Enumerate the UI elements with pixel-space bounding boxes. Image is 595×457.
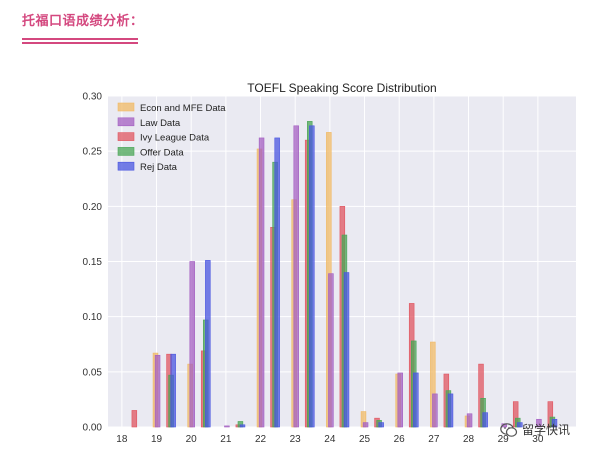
chart-title: TOEFL Speaking Score Distribution [247, 81, 436, 95]
bar [131, 410, 138, 428]
y-tick-label: 0.30 [83, 92, 103, 103]
bar [224, 425, 230, 428]
y-tick-label: 0.10 [83, 312, 103, 323]
x-tick-label: 22 [255, 434, 267, 445]
y-tick-label: 0.20 [83, 202, 103, 213]
legend: Econ and MFE Data Law Data Ivy League Data… [117, 102, 226, 173]
x-tick-label: 26 [394, 434, 406, 445]
bar [205, 260, 211, 428]
bar [154, 354, 161, 428]
bar [466, 413, 473, 428]
legend-swatch [117, 117, 135, 127]
bar [343, 272, 350, 428]
x-tick-label: 25 [359, 434, 371, 445]
legend-label: Offer Data [140, 147, 184, 158]
legend-swatch [117, 147, 135, 156]
x-tick-label: 23 [290, 434, 302, 445]
bars [131, 121, 558, 428]
x-tick-label: 20 [186, 434, 198, 445]
bar [258, 137, 265, 428]
bar [378, 422, 384, 428]
bar [397, 372, 403, 428]
y-tick-label: 0.00 [83, 423, 103, 434]
bar [482, 412, 488, 428]
y-tick-label: 0.25 [83, 147, 103, 158]
legend-swatch [117, 161, 135, 171]
x-tick-label: 21 [220, 434, 232, 445]
wechat-icon [500, 422, 518, 437]
x-tick-label: 19 [151, 434, 163, 445]
bar [447, 393, 454, 428]
bar [413, 372, 419, 428]
title-underline-bottom [22, 42, 138, 44]
axes: 0.00 0.05 0.10 0.15 0.20 0.25 0.30 18 19 20 21 22 23… [83, 92, 544, 446]
x-tick-label: 27 [428, 434, 440, 445]
bar [517, 422, 523, 428]
bar [536, 418, 542, 428]
legend-label: Econ and MFE Data [140, 103, 226, 114]
title-underline-top [22, 38, 138, 40]
x-tick-label: 29 [498, 434, 510, 445]
bar [362, 422, 369, 428]
bar [274, 137, 280, 428]
x-tick-label: 28 [463, 434, 475, 445]
bar [293, 125, 299, 428]
bar [189, 261, 195, 428]
x-tick-label: 24 [324, 434, 336, 445]
legend-label: Law Data [140, 118, 181, 129]
legend-swatch [117, 132, 135, 141]
y-tick-label: 0.15 [83, 257, 103, 268]
bar [239, 424, 246, 428]
x-tick-label: 18 [116, 434, 128, 445]
bar [432, 393, 438, 428]
legend-label: Rej Data [140, 162, 178, 173]
watermark-text: 留学快讯 [522, 423, 571, 437]
section-header: 托福口语成绩分析： [22, 10, 144, 30]
bar [309, 125, 315, 428]
bar [170, 353, 176, 428]
legend-label: Ivy League Data [140, 133, 210, 144]
x-tick-label: 30 [532, 434, 544, 445]
watermark: 留学快讯 [500, 421, 570, 438]
legend-swatch [117, 102, 135, 112]
bar [551, 418, 558, 428]
section-title: 托福口语成绩分析： [22, 14, 144, 29]
y-tick-label: 0.05 [83, 367, 103, 378]
bar [328, 273, 334, 428]
